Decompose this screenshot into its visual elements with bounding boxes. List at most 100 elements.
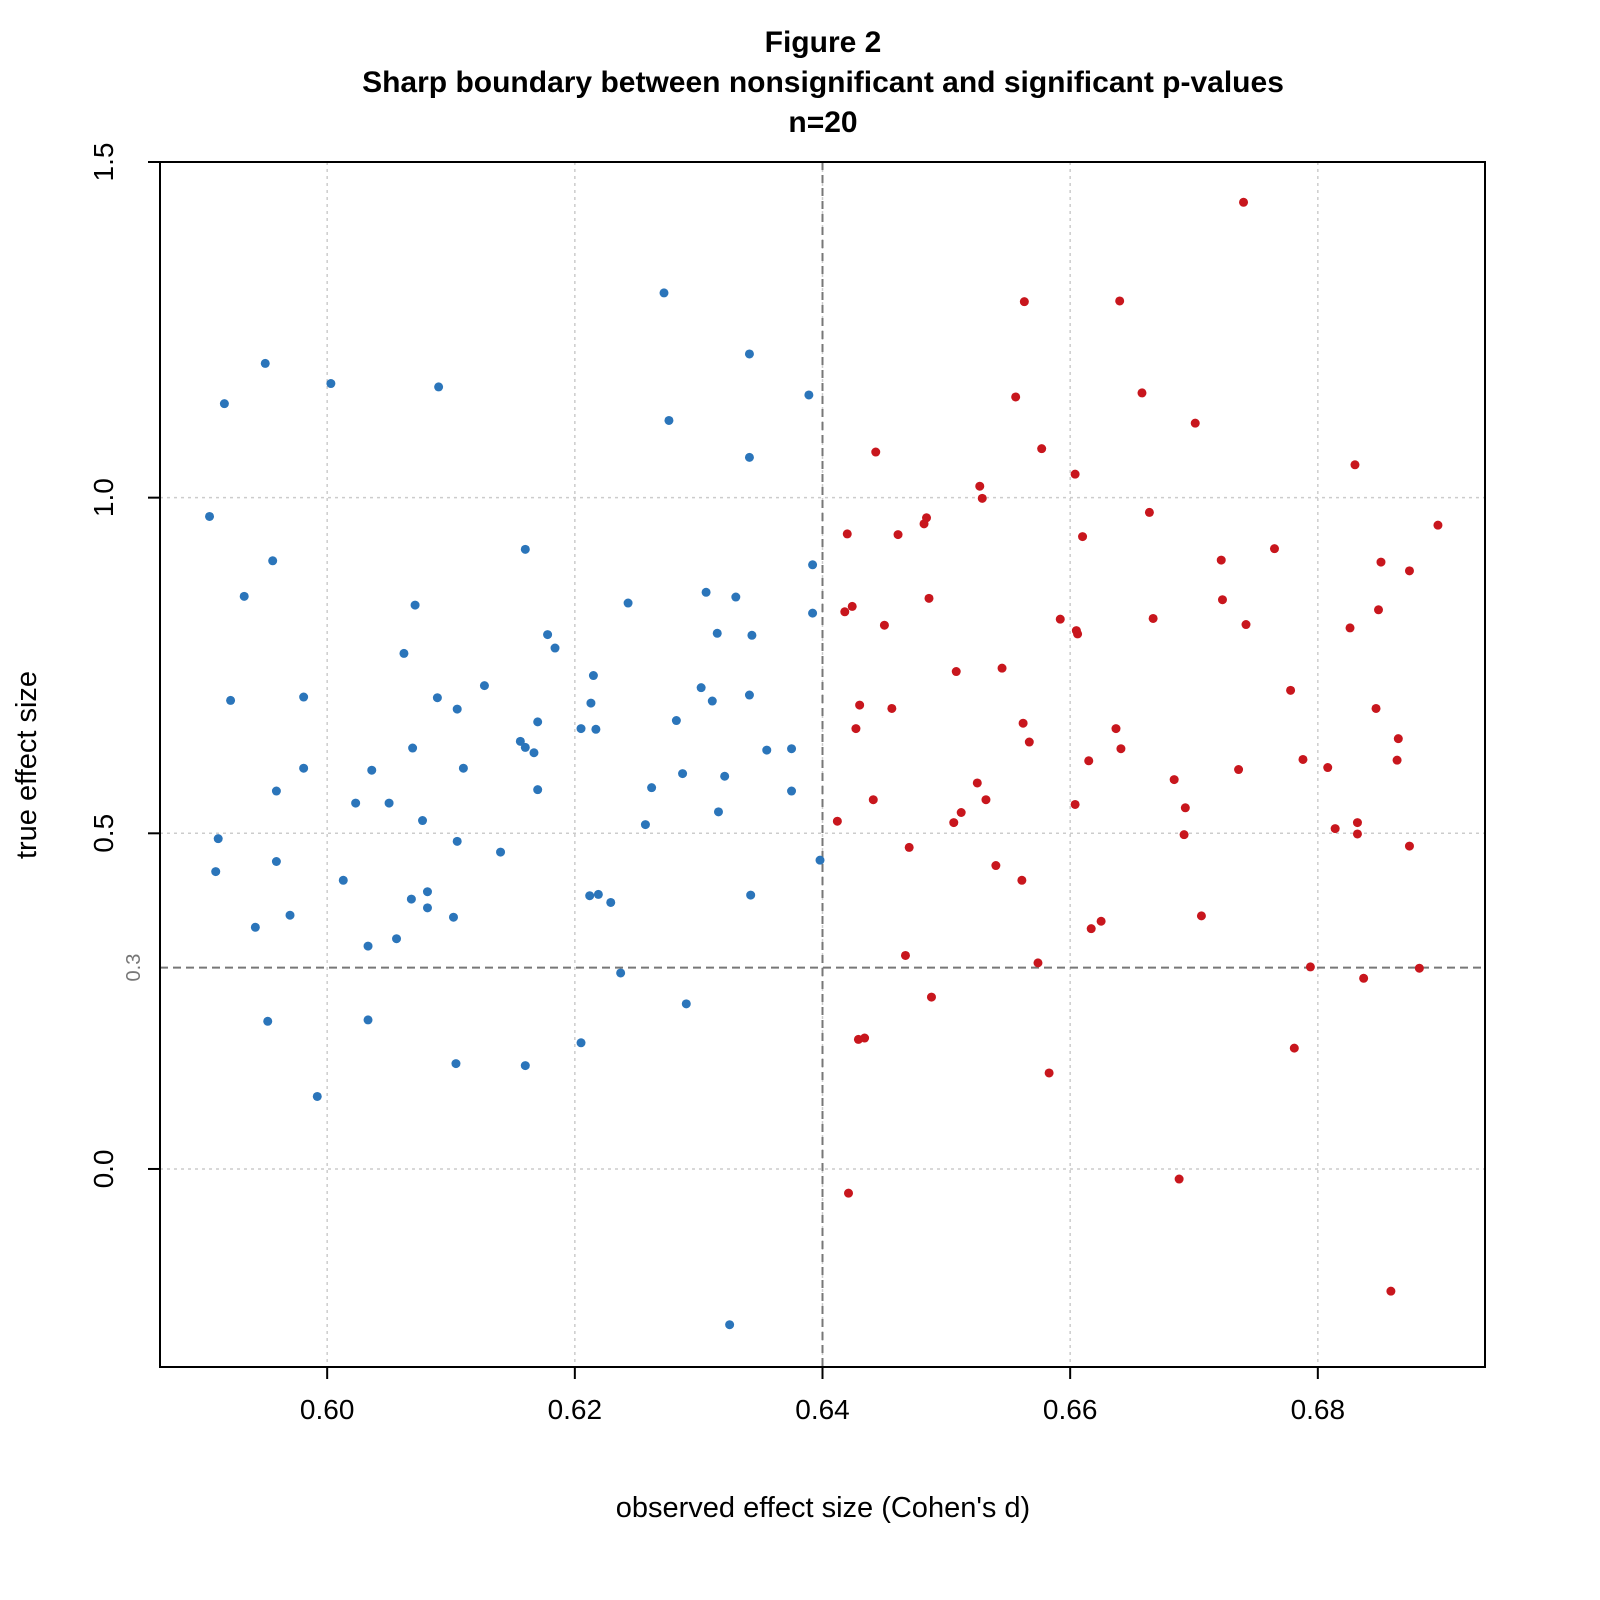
data-point	[900, 950, 910, 960]
y-axis-label: true effect size	[11, 671, 43, 859]
data-point	[808, 560, 818, 570]
data-point	[1144, 507, 1154, 517]
data-point	[299, 763, 309, 773]
data-point	[533, 717, 543, 727]
data-point	[1179, 830, 1189, 840]
data-point	[832, 816, 842, 826]
data-point	[1116, 744, 1126, 754]
data-point	[213, 834, 223, 844]
x-axis-label: observed effect size (Cohen's d)	[616, 1492, 1030, 1524]
data-point	[972, 778, 982, 788]
data-point	[250, 922, 260, 932]
data-point	[312, 1091, 322, 1101]
data-point	[268, 556, 278, 566]
data-point	[363, 941, 373, 951]
data-point	[418, 816, 428, 826]
data-point	[285, 910, 295, 920]
data-point	[720, 771, 730, 781]
chart-subtitle: Sharp boundary between nonsignificant an…	[362, 66, 1284, 99]
data-point	[1359, 973, 1369, 983]
data-point	[681, 999, 691, 1009]
data-point	[1393, 734, 1403, 744]
data-point	[1286, 685, 1296, 695]
data-point	[479, 681, 489, 691]
data-point	[593, 889, 603, 899]
x-tick-label: 0.62	[548, 1394, 603, 1425]
data-point	[671, 716, 681, 726]
x-tick-label: 0.68	[1291, 1394, 1346, 1425]
data-point	[1148, 613, 1158, 623]
data-point	[1298, 754, 1308, 764]
data-point	[815, 855, 825, 865]
data-point	[399, 648, 409, 658]
data-point	[451, 1059, 461, 1069]
data-point	[844, 1188, 854, 1198]
data-point	[299, 692, 309, 702]
series-0	[205, 288, 825, 1330]
y-tick-label: 1.5	[88, 143, 119, 182]
data-point	[746, 890, 756, 900]
data-point	[951, 667, 961, 677]
data-point	[1350, 460, 1360, 470]
data-point	[1115, 296, 1125, 306]
data-point	[1305, 962, 1315, 972]
y-axis: 0.0 0.5 1.0 1.5	[88, 143, 160, 1188]
x-tick-label: 0.60	[300, 1394, 355, 1425]
chart-subtitle-n: n=20	[788, 106, 857, 139]
data-point	[271, 857, 281, 867]
data-point	[271, 786, 281, 796]
data-point	[1018, 718, 1028, 728]
data-point	[432, 693, 442, 703]
data-point	[997, 663, 1007, 673]
data-point	[550, 643, 560, 653]
data-point	[422, 903, 432, 913]
data-point	[640, 820, 650, 830]
data-point	[868, 795, 878, 805]
data-point	[1073, 629, 1083, 639]
data-point	[744, 349, 754, 359]
data-point	[260, 358, 270, 368]
data-point	[713, 807, 723, 817]
data-point	[586, 698, 596, 708]
data-point	[520, 544, 530, 554]
data-point	[520, 1061, 530, 1071]
data-point	[949, 818, 959, 828]
data-point	[576, 1038, 586, 1048]
y-tick-label: 0.0	[88, 1149, 119, 1188]
data-point	[205, 511, 215, 521]
data-point	[744, 690, 754, 700]
data-point	[981, 795, 991, 805]
data-point	[1374, 605, 1384, 615]
data-point	[458, 763, 468, 773]
data-point	[1196, 911, 1206, 921]
data-point	[893, 530, 903, 540]
data-point	[448, 912, 458, 922]
data-point	[623, 598, 633, 608]
data-point	[860, 1033, 870, 1043]
y-tick-label: 1.0	[88, 478, 119, 517]
data-point	[804, 390, 814, 400]
data-point	[762, 745, 772, 755]
x-tick-label: 0.66	[1043, 1394, 1098, 1425]
data-point	[1111, 724, 1121, 734]
data-point	[922, 513, 932, 523]
data-point	[840, 607, 850, 617]
data-point	[926, 992, 936, 1002]
data-point	[1352, 818, 1362, 828]
data-point	[515, 736, 525, 746]
data-point	[529, 748, 539, 758]
data-point	[452, 704, 462, 714]
data-point	[1404, 841, 1414, 851]
data-point	[1180, 803, 1190, 813]
data-point	[226, 695, 236, 705]
data-point	[263, 1016, 273, 1026]
x-tick-label: 0.64	[795, 1394, 850, 1425]
data-point	[1330, 824, 1340, 834]
data-point	[1086, 924, 1096, 934]
data-point	[1174, 1174, 1184, 1184]
data-point	[1011, 392, 1021, 402]
data-point	[1070, 469, 1080, 479]
data-point	[851, 724, 861, 734]
data-point	[787, 786, 797, 796]
